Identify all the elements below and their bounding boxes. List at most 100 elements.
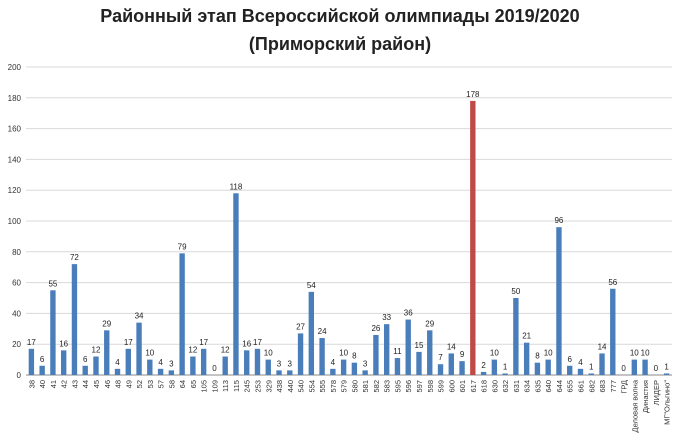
data-label: 4 bbox=[578, 358, 583, 367]
bar bbox=[125, 348, 131, 375]
data-label: 1 bbox=[503, 362, 508, 371]
data-label: 14 bbox=[598, 342, 607, 351]
data-label: 55 bbox=[48, 279, 57, 288]
bar bbox=[190, 356, 196, 375]
data-label: 6 bbox=[83, 355, 88, 364]
bar bbox=[610, 288, 616, 375]
x-tick-label: 64 bbox=[178, 380, 187, 388]
x-tick-label: 554 bbox=[307, 380, 316, 393]
data-label: 56 bbox=[608, 278, 617, 287]
bar bbox=[147, 359, 153, 375]
y-tick-label: 80 bbox=[12, 248, 21, 257]
data-label: 36 bbox=[404, 309, 413, 318]
data-label: 6 bbox=[40, 355, 45, 364]
bar bbox=[39, 365, 45, 375]
bar bbox=[631, 359, 638, 375]
x-tick-label: 42 bbox=[60, 380, 69, 388]
bar bbox=[297, 333, 304, 375]
x-tick-label: 113 bbox=[221, 380, 230, 392]
x-tick-label: 617 bbox=[469, 380, 478, 393]
data-label: 1 bbox=[589, 362, 594, 371]
bar bbox=[50, 290, 56, 375]
y-tick-label: 40 bbox=[12, 309, 21, 318]
bar bbox=[588, 373, 594, 375]
data-label: 0 bbox=[212, 364, 217, 373]
y-tick-label: 60 bbox=[12, 279, 21, 288]
x-tick-label: 634 bbox=[523, 380, 532, 393]
data-label: 27 bbox=[296, 322, 305, 331]
bar bbox=[577, 368, 584, 375]
data-label: 10 bbox=[630, 349, 639, 358]
bar bbox=[136, 322, 142, 375]
bar bbox=[362, 370, 368, 375]
data-label: 21 bbox=[522, 332, 531, 341]
data-label: 8 bbox=[352, 352, 357, 361]
x-tick-label: 632 bbox=[501, 380, 510, 393]
bar bbox=[28, 348, 35, 375]
data-label: 178 bbox=[466, 90, 480, 99]
data-label: 6 bbox=[567, 355, 572, 364]
bar bbox=[663, 373, 670, 375]
bar bbox=[244, 350, 250, 375]
bar bbox=[179, 253, 185, 375]
x-tick-label: 540 bbox=[297, 380, 306, 393]
x-tick-label: 440 bbox=[286, 380, 295, 393]
data-label: 7 bbox=[438, 353, 443, 362]
x-tick-label: 580 bbox=[350, 380, 359, 393]
bar bbox=[545, 359, 551, 375]
data-label: 54 bbox=[307, 281, 316, 290]
bar bbox=[470, 100, 476, 375]
x-tick-label: 53 bbox=[146, 380, 155, 388]
y-tick-label: 0 bbox=[17, 371, 22, 380]
x-tick-label: 45 bbox=[92, 380, 101, 388]
data-label: 33 bbox=[382, 313, 391, 322]
data-label: 4 bbox=[331, 358, 336, 367]
data-label: 9 bbox=[460, 350, 465, 359]
bar bbox=[502, 373, 508, 375]
y-tick-label: 200 bbox=[8, 63, 22, 72]
bar bbox=[394, 358, 401, 375]
data-label: 17 bbox=[199, 338, 208, 347]
bar bbox=[437, 364, 444, 375]
data-label: 10 bbox=[490, 349, 499, 358]
x-tick-label: МГ"Ольгино" bbox=[663, 380, 672, 425]
bar bbox=[168, 370, 175, 375]
bar bbox=[480, 371, 487, 375]
data-label: 10 bbox=[339, 349, 348, 358]
data-label: 12 bbox=[221, 346, 230, 355]
data-label: 3 bbox=[169, 359, 174, 368]
x-tick-label: ЛИДЕР bbox=[652, 380, 661, 405]
bar bbox=[513, 298, 519, 375]
data-label: 24 bbox=[318, 327, 327, 336]
y-tick-label: 180 bbox=[8, 94, 22, 103]
bar bbox=[459, 361, 465, 375]
data-label: 0 bbox=[654, 364, 659, 373]
x-tick-label: 598 bbox=[426, 380, 435, 393]
x-tick-label: 115 bbox=[232, 380, 241, 392]
bar bbox=[254, 348, 261, 375]
bar bbox=[287, 370, 293, 375]
data-label: 29 bbox=[425, 319, 434, 328]
bar bbox=[330, 368, 336, 375]
bar bbox=[200, 348, 207, 375]
data-label: 11 bbox=[393, 347, 402, 356]
y-tick-label: 20 bbox=[12, 340, 21, 349]
x-tick-label: 48 bbox=[114, 380, 123, 388]
x-tick-label: 58 bbox=[167, 380, 176, 388]
data-label: 17 bbox=[124, 338, 133, 347]
x-tick-label: 582 bbox=[372, 380, 381, 393]
bar bbox=[599, 353, 605, 375]
data-label: 10 bbox=[264, 349, 273, 358]
bar bbox=[427, 330, 433, 375]
x-tick-label: 600 bbox=[447, 380, 456, 393]
bar bbox=[351, 362, 358, 375]
bar bbox=[222, 356, 228, 375]
data-label: 0 bbox=[621, 364, 626, 373]
data-label: 15 bbox=[415, 341, 424, 350]
x-tick-label: 596 bbox=[404, 380, 413, 393]
x-tick-label: 105 bbox=[200, 380, 209, 393]
x-tick-label: 618 bbox=[480, 380, 489, 393]
bar bbox=[104, 330, 110, 375]
x-tick-label: 777 bbox=[609, 380, 618, 393]
